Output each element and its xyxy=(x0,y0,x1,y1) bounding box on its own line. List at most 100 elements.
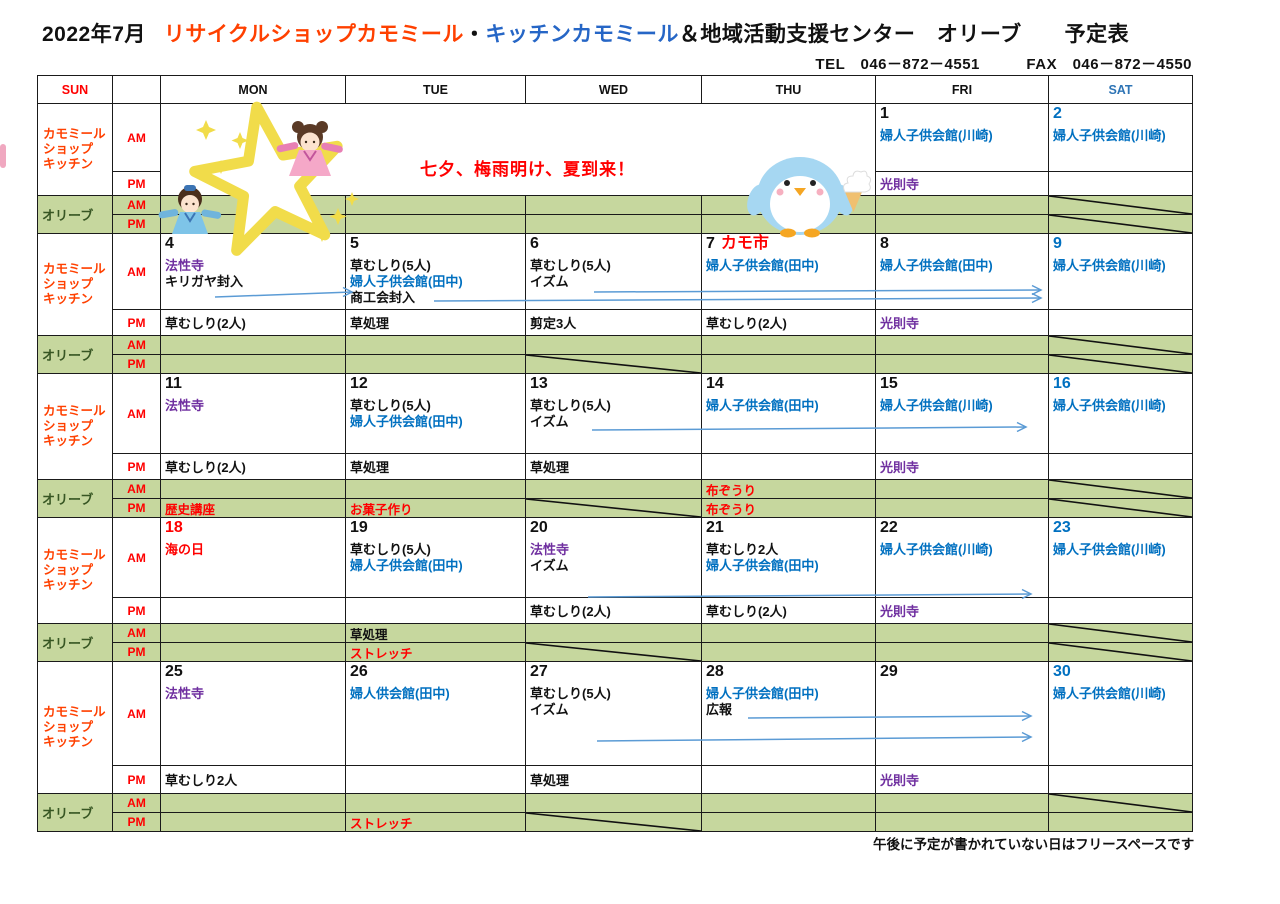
schedule-entry: 草むしり(5人) xyxy=(530,686,611,701)
olive-oam-wed-cell xyxy=(525,195,702,215)
day-header-tue: TUE xyxy=(345,75,526,104)
schedule-entry: 婦人子供会館(田中) xyxy=(350,414,463,429)
olive-oam-thu-cell xyxy=(701,335,876,355)
day-2-am-cell: 2 婦人子供会館(川崎) xyxy=(1048,103,1193,172)
strikethrough-line xyxy=(1049,480,1192,498)
day-note: カモ市 xyxy=(720,235,769,252)
am-label: AM xyxy=(112,233,161,310)
day-19-am-cell: 19 草むしり(5人) 婦人子供会館(田中) xyxy=(345,517,526,598)
olive-pm-label: PM xyxy=(112,642,161,662)
schedule-entry: 草むしり(2人) xyxy=(165,460,246,475)
day-20-pm-cell: 草むしり(2人) xyxy=(525,597,702,624)
olive-oam-thu-cell xyxy=(701,793,876,813)
day-12-pm-cell: 草処理 xyxy=(345,453,526,480)
day-21-am-cell: 21 草むしり2人 婦人子供会館(田中) xyxy=(701,517,876,598)
day-9-am-cell: 9 婦人子供会館(川崎) xyxy=(1048,233,1193,310)
olive-oam-sat-cell xyxy=(1048,793,1193,813)
strikethrough-line xyxy=(1049,355,1192,373)
olive-oam-sat-cell xyxy=(1048,623,1193,643)
olive-am-label: AM xyxy=(112,195,161,215)
day-26-pm-cell xyxy=(345,765,526,794)
olive-oam-sat-cell xyxy=(1048,195,1193,215)
strikethrough-line xyxy=(526,499,701,517)
day-11-pm-cell: 草むしり(2人) xyxy=(160,453,346,480)
schedule-entry: 婦人子供会館(田中) xyxy=(350,558,463,573)
pm-label: PM xyxy=(112,309,161,336)
schedule-entry: 婦人子供会館(川崎) xyxy=(880,542,993,557)
schedule-entry: 草処理 xyxy=(530,773,570,788)
day-16-pm-cell xyxy=(1048,453,1193,480)
am-label: AM xyxy=(112,661,161,766)
day-number: 6 xyxy=(530,235,539,252)
schedule-entry: 婦人子供会館(田中) xyxy=(880,258,993,273)
schedule-entry: 草処理 xyxy=(350,627,388,642)
olive-pm-label: PM xyxy=(112,214,161,234)
olive-opm-fri-cell xyxy=(875,214,1049,234)
schedule-entry: 草むしり(2人) xyxy=(706,604,787,619)
olive-opm-sat-cell xyxy=(1048,642,1193,662)
day-number: 29 xyxy=(880,663,898,680)
olive-oam-wed-cell xyxy=(525,335,702,355)
schedule-entry: 婦人子供会館(川崎) xyxy=(880,128,993,143)
day-26-am-cell: 26 婦人供会館(田中) xyxy=(345,661,526,766)
day-25-pm-cell: 草むしり2人 xyxy=(160,765,346,794)
schedule-entry: 布ぞうり xyxy=(706,502,757,517)
schedule-entry: 婦人子供会館(田中) xyxy=(706,558,819,573)
day-22-pm-cell: 光則寺 xyxy=(875,597,1049,624)
olive-am-label: AM xyxy=(112,335,161,355)
schedule-entry: 草むしり(2人) xyxy=(706,316,787,331)
schedule-entry: 光則寺 xyxy=(880,177,920,192)
day-number: 4 xyxy=(165,235,174,252)
olive-label: オリーブ xyxy=(42,208,94,223)
group-label-olive: オリーブ xyxy=(37,195,113,234)
strikethrough-line xyxy=(1049,624,1192,642)
day-2-pm-cell xyxy=(1048,171,1193,196)
schedule-entry: 光則寺 xyxy=(880,316,920,331)
schedule-entry: イズム xyxy=(530,702,569,717)
day-16-am-cell: 16 婦人子供会館(川崎) xyxy=(1048,373,1193,454)
schedule-entry: 草むしり(5人) xyxy=(530,258,611,273)
day-30-pm-cell xyxy=(1048,765,1193,794)
olive-oam-mon-cell xyxy=(160,793,346,813)
day-number: 8 xyxy=(880,235,889,252)
olive-opm-wed-cell xyxy=(525,812,702,832)
schedule-entry: 婦人子供会館(川崎) xyxy=(1053,542,1166,557)
day-20-am-cell: 20 法性寺 イズム xyxy=(525,517,702,598)
olive-opm-thu-cell: 布ぞうり xyxy=(701,498,876,518)
olive-opm-mon-cell xyxy=(160,354,346,374)
olive-opm-thu-cell xyxy=(701,354,876,374)
day-number: 21 xyxy=(706,519,724,536)
olive-opm-wed-cell xyxy=(525,214,702,234)
olive-oam-sat-cell xyxy=(1048,335,1193,355)
footer-note: 午後に予定が書かれていない日はフリースペースです xyxy=(873,837,1195,852)
group-label-olive: オリーブ xyxy=(37,335,113,374)
day-15-am-cell: 15 婦人子供会館(川崎) xyxy=(875,373,1049,454)
schedule-entry: 婦人子供会館(田中) xyxy=(706,258,819,273)
kamomile-label: カモミール ショップ キッチン xyxy=(43,127,106,171)
day-6-am-cell: 6 草むしり(5人) イズム xyxy=(525,233,702,310)
schedule-entry: 光則寺 xyxy=(880,460,920,475)
day-5-am-cell: 5 草むしり(5人) 婦人子供会館(田中) 商工会封入 xyxy=(345,233,526,310)
kamomile-label: カモミール ショップ キッチン xyxy=(43,262,106,306)
day-number: 12 xyxy=(350,375,368,392)
schedule-entry: 婦人子供会館(田中) xyxy=(350,274,463,289)
olive-oam-wed-cell xyxy=(525,793,702,813)
day-number: 20 xyxy=(530,519,548,536)
olive-oam-mon-cell xyxy=(160,479,346,499)
day-header-fri: FRI xyxy=(875,75,1049,104)
schedule-entry: ストレッチ xyxy=(350,646,413,661)
olive-oam-tue-cell: 草処理 xyxy=(345,623,526,643)
olive-label: オリーブ xyxy=(42,348,94,363)
day-13-pm-cell: 草処理 xyxy=(525,453,702,480)
olive-am-label: AM xyxy=(112,623,161,643)
schedule-entry: イズム xyxy=(530,558,569,573)
olive-opm-tue-cell: お菓子作り xyxy=(345,498,526,518)
schedule-entry: 婦人子供会館(川崎) xyxy=(1053,686,1166,701)
schedule-entry: 草処理 xyxy=(530,460,570,475)
schedule-entry: 法性寺 xyxy=(165,258,205,273)
olive-opm-sat-cell xyxy=(1048,354,1193,374)
day-number: 14 xyxy=(706,375,724,392)
olive-oam-tue-cell xyxy=(345,195,526,215)
day-number: 9 xyxy=(1053,235,1062,252)
